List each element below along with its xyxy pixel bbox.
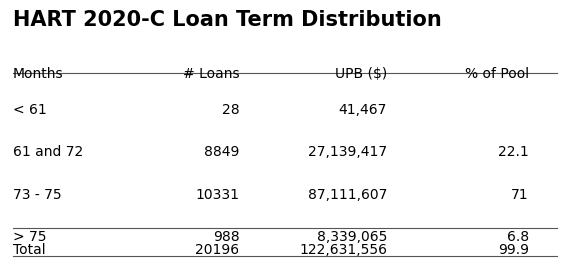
Text: 73 - 75: 73 - 75 [13, 188, 62, 202]
Text: > 75: > 75 [13, 230, 46, 244]
Text: 20196: 20196 [196, 243, 239, 257]
Text: 22.1: 22.1 [498, 145, 529, 159]
Text: 8,339,065: 8,339,065 [317, 230, 387, 244]
Text: 28: 28 [222, 103, 239, 117]
Text: 988: 988 [213, 230, 239, 244]
Text: < 61: < 61 [13, 103, 47, 117]
Text: 122,631,556: 122,631,556 [299, 243, 387, 257]
Text: HART 2020-C Loan Term Distribution: HART 2020-C Loan Term Distribution [13, 10, 442, 30]
Text: 99.9: 99.9 [498, 243, 529, 257]
Text: 27,139,417: 27,139,417 [308, 145, 387, 159]
Text: Total: Total [13, 243, 46, 257]
Text: 8849: 8849 [204, 145, 239, 159]
Text: Months: Months [13, 67, 63, 81]
Text: 41,467: 41,467 [339, 103, 387, 117]
Text: 10331: 10331 [196, 188, 239, 202]
Text: 71: 71 [511, 188, 529, 202]
Text: 87,111,607: 87,111,607 [308, 188, 387, 202]
Text: 6.8: 6.8 [507, 230, 529, 244]
Text: 61 and 72: 61 and 72 [13, 145, 83, 159]
Text: % of Pool: % of Pool [465, 67, 529, 81]
Text: # Loans: # Loans [183, 67, 239, 81]
Text: UPB ($): UPB ($) [335, 67, 387, 81]
